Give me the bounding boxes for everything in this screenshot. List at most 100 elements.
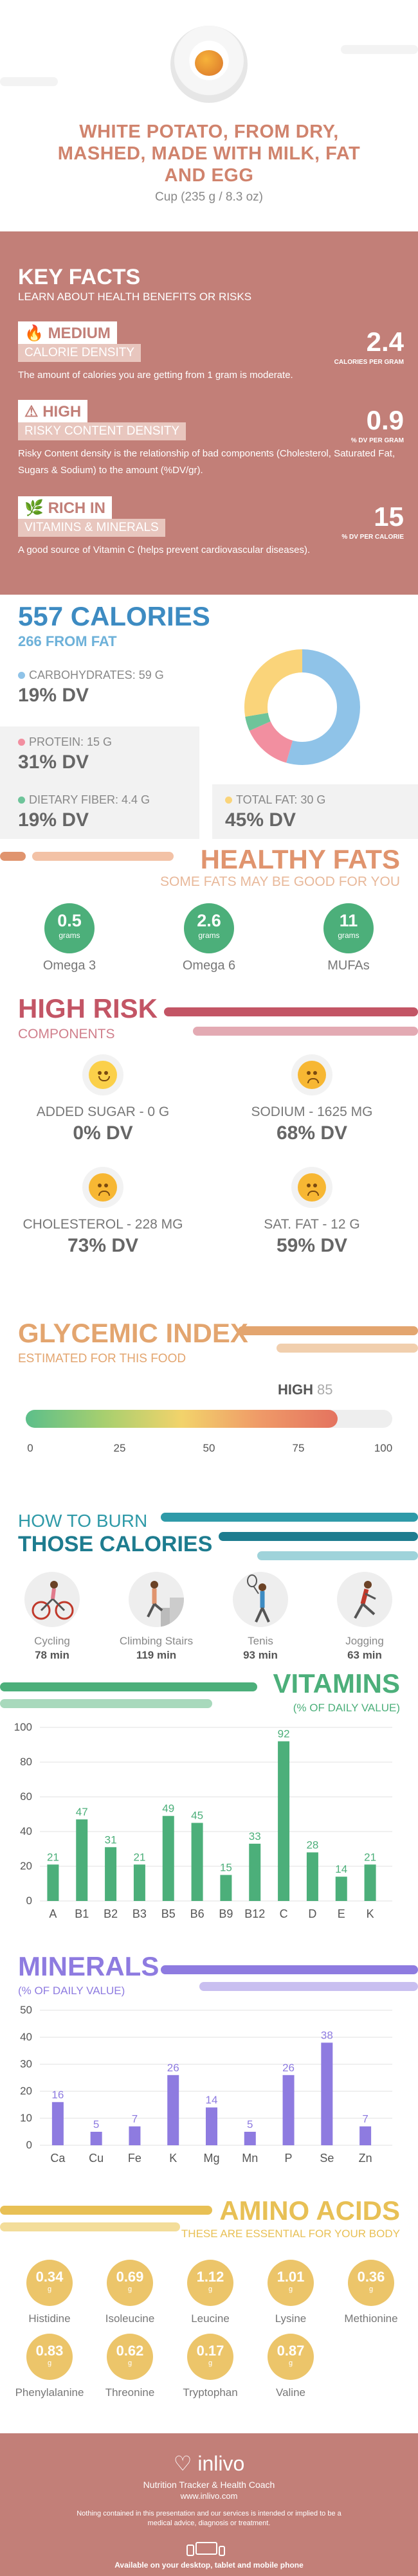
burn-title-line1: HOW TO BURN [18, 1511, 148, 1531]
bar-value-label: 47 [76, 1806, 88, 1818]
amino-unit: g [288, 2285, 293, 2293]
amino-name: Threonine [105, 2386, 155, 2399]
vitamins-bar-chart: 0 20 40 60 80 100 21 A 47 B1 31 B2 21 B3 49 B5 45 B6 15 B9 3… [14, 1721, 392, 1920]
fat-unit: grams [59, 931, 80, 940]
bar-value-label: 14 [335, 1863, 347, 1875]
y-tick-label: 30 [20, 2058, 32, 2070]
x-category-label: K [367, 1907, 374, 1920]
risk-name: SODIUM - 1625 mg [251, 1104, 373, 1119]
bar-value-label: 21 [364, 1851, 376, 1863]
amino-value: 0.87 [277, 2343, 305, 2359]
minerals-title: MINERALS [18, 1951, 159, 1981]
bar-value-label: 21 [47, 1851, 59, 1863]
fiber-dv: 19% DV [18, 809, 89, 831]
y-tick-label: 100 [14, 1721, 32, 1733]
amino-acid-item: 0.34 g Histidine [10, 2260, 89, 2325]
decor-brush [257, 1551, 418, 1560]
high-risk-subtitle: COMPONENTS [18, 1027, 115, 1041]
risk-name: ADDED SUGAR - 0 g [36, 1104, 170, 1119]
activity-minutes: 63 min [347, 1649, 382, 1661]
amino-value-badge: 0.17 g [187, 2334, 233, 2380]
y-tick-label: 20 [20, 1860, 32, 1872]
bar-D [306, 1852, 318, 1901]
amino-name: Phenylalanine [15, 2386, 84, 2399]
heart-icon: ♡ [173, 2452, 192, 2475]
bar-Zn [359, 2126, 372, 2145]
footer-disclaimer: Nothing contained in this presentation a… [77, 2510, 341, 2527]
bar-C [278, 1741, 290, 1901]
risky-content-fact: ⚠ HIGH RISKY CONTENT DENSITY Risky Conte… [18, 400, 404, 479]
bar-B1 [76, 1819, 88, 1901]
amino-name: Valine [276, 2386, 305, 2399]
fat-name: Omega 6 [182, 959, 236, 973]
fact-value: 15 [374, 501, 404, 532]
amino-name: Isoleucine [105, 2312, 155, 2325]
bar-Fe [129, 2126, 141, 2145]
amino-name: Tryptophan [183, 2386, 238, 2399]
minerals-subtitle: (% OF DAILY VALUE) [18, 1985, 125, 1997]
carbs-dv: 19% DV [18, 685, 89, 706]
logo-text: inlivo [197, 2452, 245, 2475]
fat-value-badge: 0.5 grams [44, 903, 95, 953]
amino-name: Histidine [28, 2312, 71, 2325]
happy-face-icon [82, 1054, 123, 1095]
bar-value-label: 7 [132, 2113, 138, 2125]
risk-dv: 0% DV [73, 1122, 133, 1144]
y-tick-label: 40 [20, 2031, 32, 2043]
bar-Se [321, 2042, 333, 2145]
calories-title: 557 CALORIES [18, 601, 210, 631]
bar-value-label: 5 [93, 2118, 99, 2130]
vitamins-minerals-fact: 🌿 RICH IN VITAMINS & MINERALS A good sou… [18, 496, 404, 559]
decor-brush [0, 1682, 257, 1691]
bar-value-label: 33 [249, 1830, 261, 1842]
protein-stat: PROTEIN: 15 g 31% DV [0, 726, 199, 784]
footer-tagline: Nutrition Tracker & Health Coach [143, 2480, 275, 2490]
decor-brush [0, 2206, 212, 2215]
macros-donut-chart [244, 649, 360, 765]
fact-unit: CALORIES PER GRAM [334, 359, 404, 366]
amino-title: AMINO ACIDS [219, 2195, 400, 2226]
carbohydrates-stat: CARBOHYDRATES: 59 g 19% DV [18, 669, 164, 707]
decor-brush [161, 1965, 418, 1974]
bar-P [282, 2075, 295, 2145]
amino-value-badge: 0.34 g [26, 2260, 73, 2306]
bar-value-label: 5 [247, 2118, 253, 2130]
fat-item-omega6: 2.6 grams Omega 6 [161, 903, 257, 973]
amino-acid-item: 0.62 g Threonine [90, 2334, 170, 2399]
y-tick-label: 40 [20, 1825, 32, 1837]
fact-description: A good source of Vitamin C (helps preven… [18, 545, 311, 555]
amino-value-badge: 1.12 g [187, 2260, 233, 2306]
decor-brush [277, 1344, 418, 1353]
food-title: WHITE POTATO, FROM DRY, MASHED, MADE WIT… [57, 122, 361, 186]
amino-value-badge: 0.36 g [348, 2260, 394, 2306]
footer-website-link[interactable]: www.inlivo.com [180, 2491, 238, 2501]
bar-K [167, 2075, 179, 2145]
calories-from-fat: 266 FROM FAT [18, 633, 117, 649]
amino-unit: g [208, 2285, 213, 2293]
fat-item-mufas: 11 grams MUFAs [300, 903, 397, 973]
glycemic-subtitle: ESTIMATED FOR THIS FOOD [18, 1352, 186, 1365]
bar-A [47, 1864, 59, 1901]
key-facts-section: KEY FACTS LEARN ABOUT HEALTH BENEFITS OR… [0, 231, 418, 595]
y-tick-label: 20 [20, 2085, 32, 2097]
activity-tennis: Tenis 93 min [208, 1572, 313, 1662]
minerals-section: MINERALS (% OF DAILY VALUE) 0 10 20 30 40 50 1… [0, 1951, 418, 2195]
glycemic-tick: 100 [374, 1442, 393, 1454]
amino-unit: g [368, 2285, 374, 2293]
fact-unit: % DV PER CALORIE [341, 534, 404, 541]
activity-jogging: Jogging 63 min [313, 1572, 417, 1662]
activity-name: Tenis [248, 1635, 273, 1647]
bar-B2 [105, 1847, 117, 1901]
vitamins-title: VITAMINS [273, 1668, 400, 1698]
sad-face-icon [291, 1054, 332, 1095]
fat-value-badge: 2.6 grams [184, 903, 234, 953]
amino-value: 1.01 [277, 2269, 305, 2285]
donut-slice-fat [244, 649, 360, 765]
stairs-climber-icon [129, 1572, 184, 1627]
fat-value: 11 [339, 911, 358, 930]
fat-name: MUFAs [327, 959, 370, 973]
key-facts-subtitle: LEARN ABOUT HEALTH BENEFITS OR RISKS [18, 291, 252, 303]
fact-level-text: HIGH [42, 403, 82, 420]
protein-dot-icon [18, 739, 25, 746]
decor-brush [199, 1982, 418, 1991]
